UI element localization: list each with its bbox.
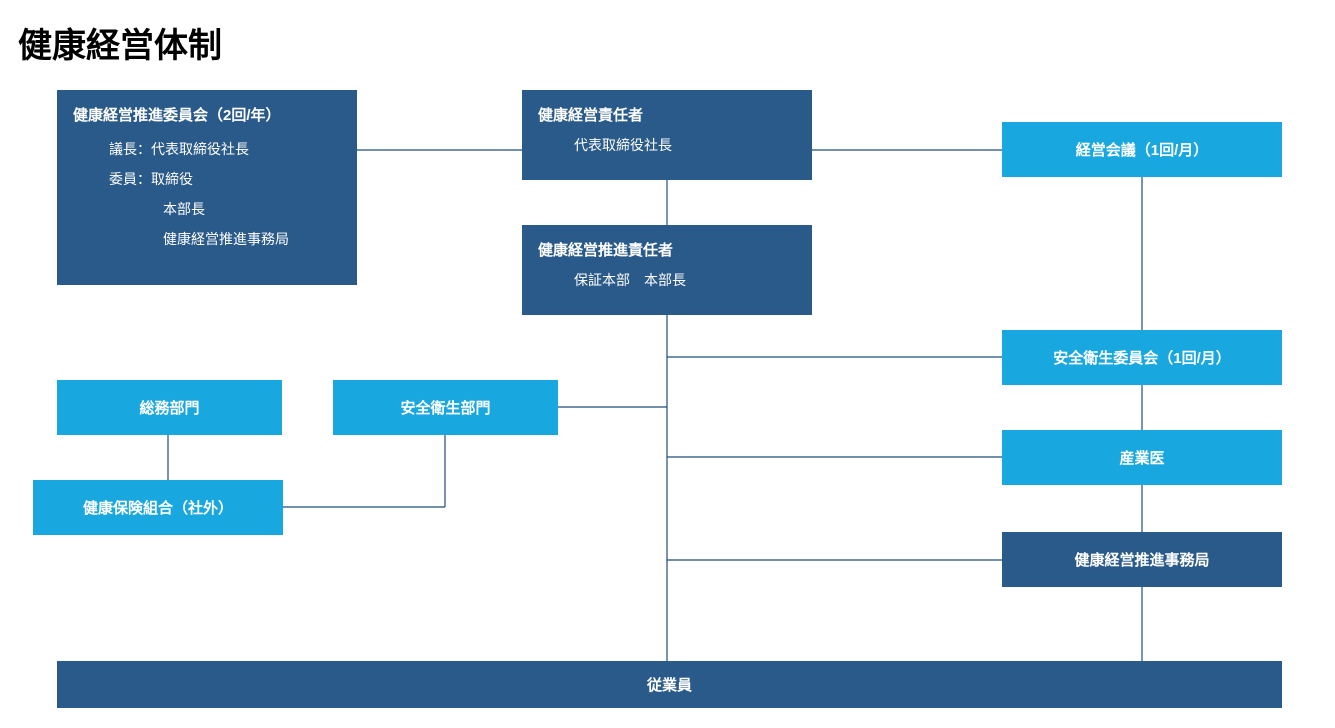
node-committee: 健康経営推進委員会（2回/年） 議長：代表取締役社長 委員：取締役 本部長 健康…	[57, 90, 357, 285]
node-health-ins: 健康保険組合（社外）	[33, 480, 283, 535]
node-committee-line3: 健康経営推進事務局	[163, 229, 341, 249]
node-doctor: 産業医	[1002, 430, 1282, 485]
node-officer-header: 健康経営責任者	[538, 104, 796, 125]
node-promo-officer: 健康経営推進責任者 保証本部 本部長	[522, 225, 812, 315]
node-general-affairs-label: 総務部門	[139, 397, 199, 418]
node-general-affairs: 総務部門	[57, 380, 282, 435]
node-promo-office: 健康経営推進事務局	[1002, 532, 1282, 587]
node-employees: 従業員	[57, 661, 1282, 708]
node-doctor-label: 産業医	[1119, 447, 1164, 468]
node-officer-sub: 代表取締役社長	[574, 135, 796, 155]
node-mgmt-meeting-label: 経営会議（1回/月）	[1076, 139, 1209, 160]
node-safety-committee-label: 安全衛生委員会（1回/月）	[1053, 347, 1231, 368]
node-promo-officer-sub: 保証本部 本部長	[574, 270, 796, 290]
node-promo-office-label: 健康経営推進事務局	[1074, 549, 1209, 570]
page-title: 健康経営体制	[18, 18, 222, 67]
node-health-ins-label: 健康保険組合（社外）	[83, 497, 233, 518]
node-officer: 健康経営責任者 代表取締役社長	[522, 90, 812, 180]
org-chart-canvas: 健康経営体制 健康経営推進委員会（2回/年） 議長：代表取締役社長 委員：取締役…	[0, 0, 1335, 728]
node-promo-officer-header: 健康経営推進責任者	[538, 239, 796, 260]
node-committee-line2: 本部長	[163, 199, 341, 219]
node-mgmt-meeting: 経営会議（1回/月）	[1002, 122, 1282, 177]
node-committee-line1: 委員：取締役	[109, 169, 341, 189]
node-safety-dept-label: 安全衛生部門	[400, 397, 490, 418]
node-employees-label: 従業員	[647, 674, 692, 695]
node-safety-committee: 安全衛生委員会（1回/月）	[1002, 330, 1282, 385]
node-committee-header: 健康経営推進委員会（2回/年）	[73, 104, 341, 125]
node-committee-line0: 議長：代表取締役社長	[109, 139, 341, 159]
node-safety-dept: 安全衛生部門	[333, 380, 558, 435]
